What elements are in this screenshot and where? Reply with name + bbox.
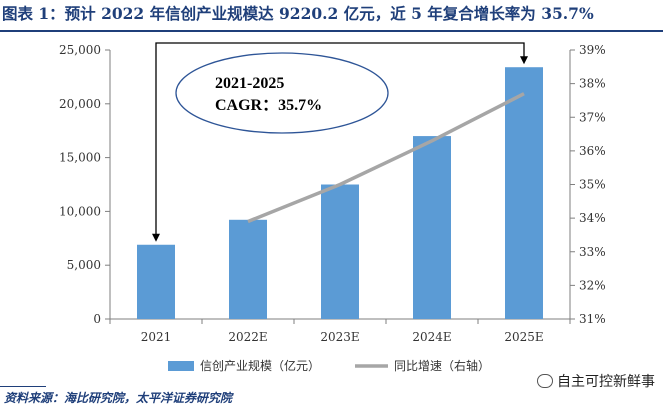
growth-line-group	[247, 92, 525, 224]
bar-2023E	[321, 184, 359, 319]
y-left-tick-label: 5,000	[67, 258, 101, 272]
x-tick-label: 2022E	[228, 330, 267, 344]
watermark: 自主可控新鲜事	[537, 370, 655, 392]
arrowhead-2025	[520, 56, 528, 65]
x-tick-label: 2024E	[412, 330, 451, 344]
y-right-tick-label: 34%	[579, 211, 606, 225]
y-right-tick-label: 37%	[579, 110, 606, 124]
source-note: 资料来源：海比研究院，太平洋证券研究院	[4, 391, 233, 405]
legend-swatch-bar	[168, 361, 194, 371]
x-tick-label: 2023E	[320, 330, 359, 344]
watermark-text: 自主可控新鲜事	[557, 374, 655, 390]
bar-2024E	[413, 136, 451, 319]
y-left-tick-label: 20,000	[59, 97, 101, 111]
cagr-line2: CAGR：35.7%	[215, 97, 322, 114]
y-left-tick-label: 10,000	[59, 204, 101, 218]
legend-label-bar: 信创产业规模（亿元）	[200, 358, 320, 373]
title-divider	[0, 30, 663, 32]
legend-label-line: 同比增速（右轴）	[394, 358, 490, 373]
axes-group: 0 5,000 10,000 15,000 20,000 25,000 31% 32% 33% 3…	[59, 43, 606, 344]
bar-2022E	[229, 219, 267, 319]
bar-2021	[137, 244, 175, 319]
y-right-tick-label: 38%	[579, 77, 606, 91]
legend: 信创产业规模（亿元） 同比增速（右轴）	[168, 358, 490, 373]
y-left-tick-label: 25,000	[59, 43, 101, 57]
cagr-line1: 2021-2025	[215, 75, 284, 92]
cagr-ellipse	[175, 52, 389, 134]
y-left-tick-label: 0	[93, 312, 101, 326]
bars-group	[137, 67, 543, 319]
cagr-arrow-path	[155, 42, 525, 236]
bar-2025E	[505, 67, 543, 319]
annotation-group: 2021-2025 CAGR：35.7%	[152, 42, 528, 242]
y-left-tick-label: 15,000	[59, 151, 101, 165]
chart-title: 图表 1：预计 2022 年信创产业规模达 9220.2 亿元，近 5 年复合增…	[2, 4, 594, 23]
arrowhead-2021	[152, 233, 160, 242]
y-right-tick-label: 36%	[579, 144, 606, 158]
y-right-tick-label: 32%	[579, 278, 606, 292]
y-right-tick-label: 39%	[579, 43, 606, 57]
x-tick-label: 2025E	[504, 330, 543, 344]
y-right-tick-label: 35%	[579, 178, 606, 192]
growth-rate-line	[247, 92, 525, 224]
y-right-tick-label: 31%	[579, 312, 606, 326]
source-divider	[0, 386, 46, 387]
x-tick-label: 2021	[141, 330, 172, 344]
wechat-icon	[537, 374, 553, 388]
y-right-tick-label: 33%	[579, 245, 606, 259]
